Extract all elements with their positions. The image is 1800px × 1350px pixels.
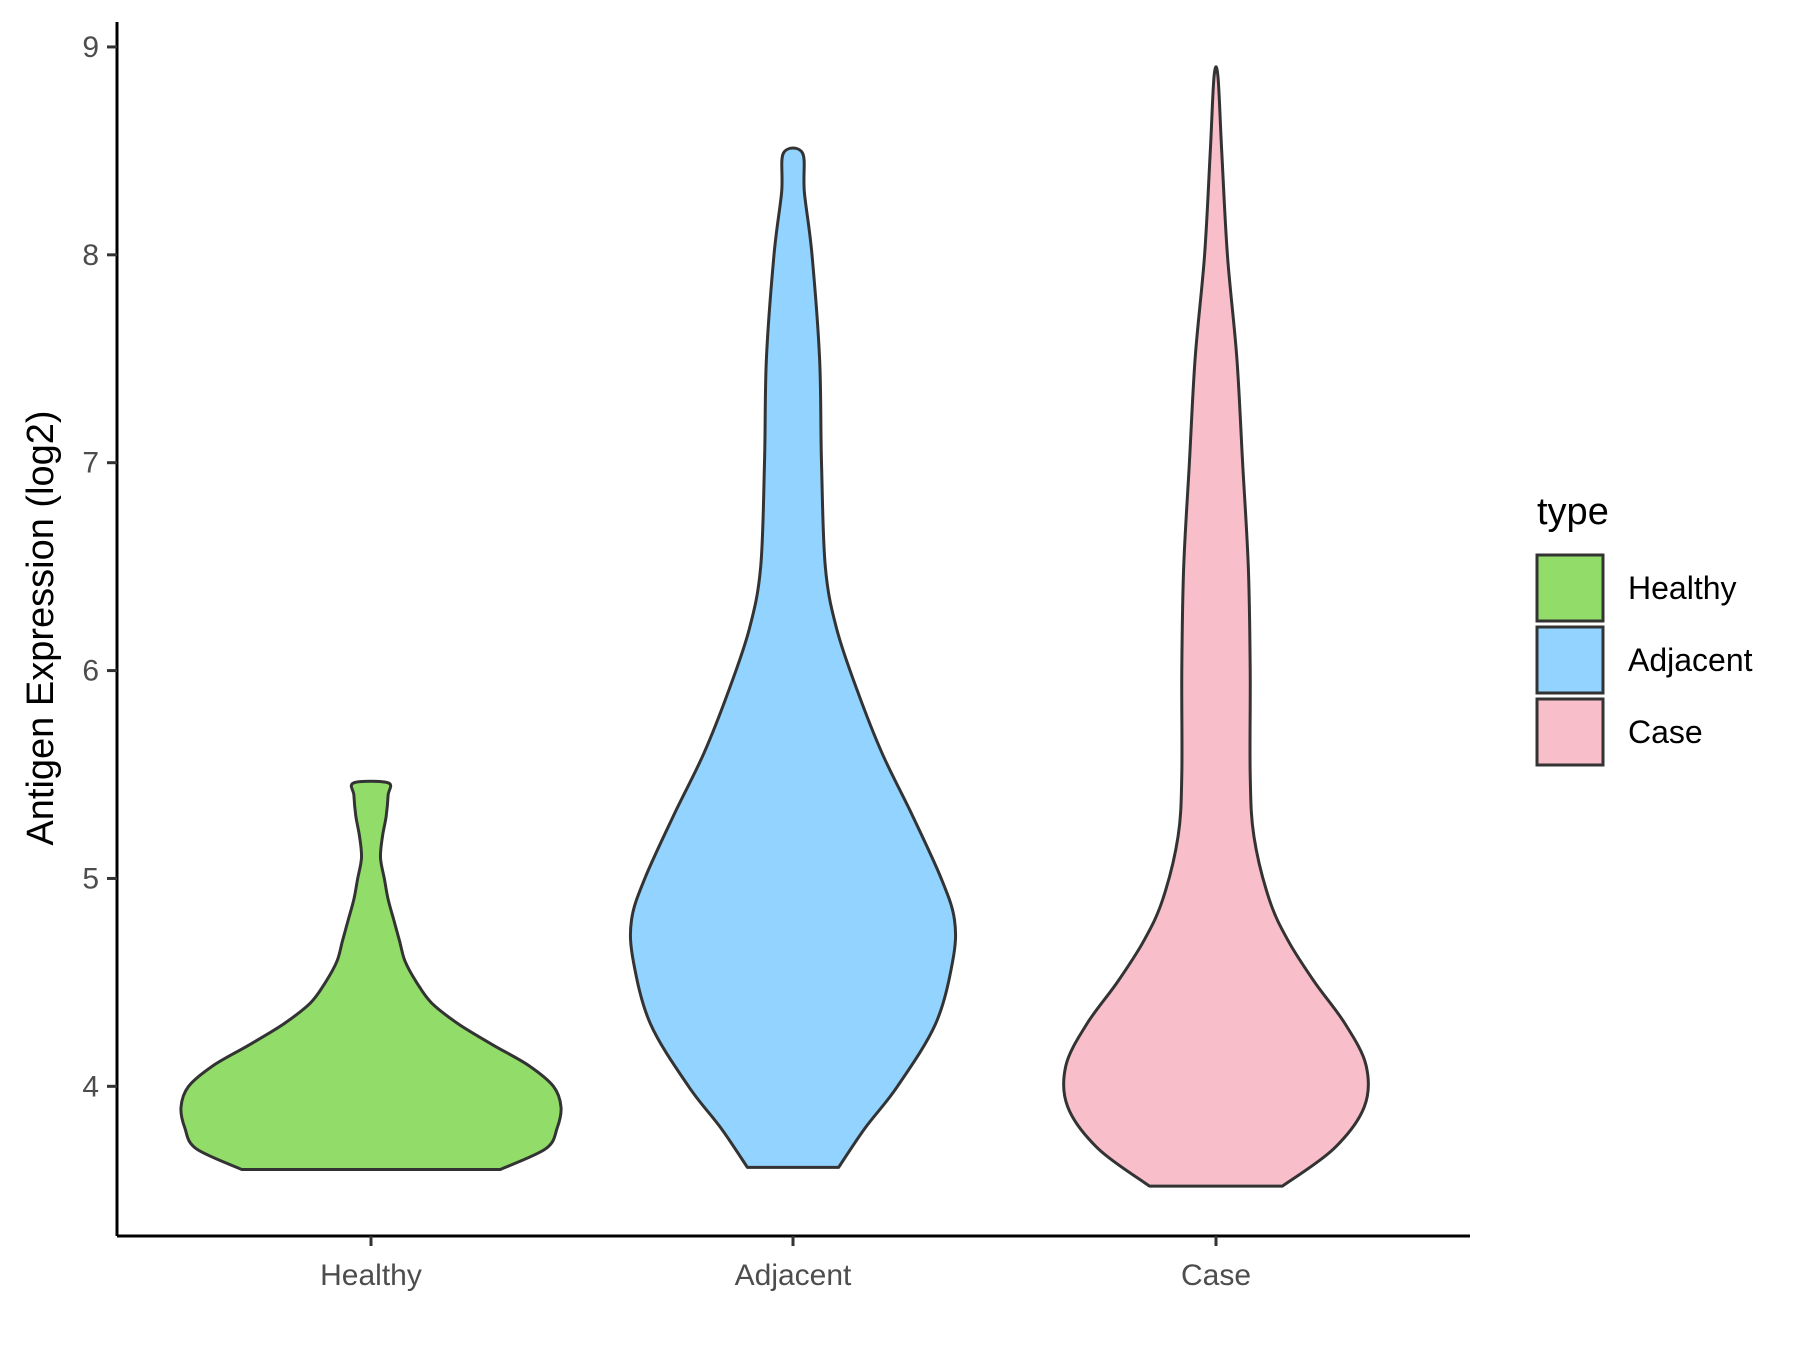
legend-key-healthy bbox=[1535, 553, 1605, 623]
y-axis-title: Antigen Expression (log2) bbox=[20, 410, 62, 845]
y-tick-label: 6 bbox=[82, 655, 99, 688]
x-tick-label: Healthy bbox=[320, 1259, 422, 1292]
axes: 4 5 6 7 8 9 Healthy Adjacent Case Antigen Expre… bbox=[20, 22, 1470, 1292]
legend-label: Healthy bbox=[1628, 570, 1737, 606]
legend: type Healthy Adjacent Case bbox=[1535, 491, 1753, 767]
legend-key-case bbox=[1535, 697, 1605, 767]
violins bbox=[179, 65, 1370, 1188]
legend-label: Case bbox=[1628, 714, 1703, 750]
x-tick-label: Case bbox=[1181, 1259, 1251, 1292]
violin-adjacent bbox=[628, 146, 958, 1169]
violin-healthy bbox=[179, 779, 563, 1171]
legend-key-adjacent bbox=[1535, 625, 1605, 695]
y-ticks: 4 5 6 7 8 9 bbox=[82, 31, 117, 1103]
y-tick-label: 7 bbox=[82, 447, 99, 480]
x-tick-label: Adjacent bbox=[735, 1259, 852, 1292]
y-tick-label: 8 bbox=[82, 239, 99, 272]
violin-case bbox=[1062, 65, 1370, 1188]
y-tick-label: 9 bbox=[82, 31, 99, 64]
x-ticks: Healthy Adjacent Case bbox=[320, 1236, 1251, 1292]
legend-title: type bbox=[1537, 491, 1609, 533]
legend-label: Adjacent bbox=[1628, 642, 1753, 678]
y-tick-label: 5 bbox=[82, 862, 99, 895]
legend-items: Healthy Adjacent Case bbox=[1535, 553, 1753, 767]
y-tick-label: 4 bbox=[82, 1070, 99, 1103]
